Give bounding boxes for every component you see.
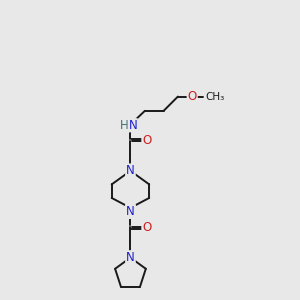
Text: O: O [188,90,197,103]
Text: N: N [126,205,135,218]
Text: N: N [126,164,135,177]
Text: O: O [142,220,152,234]
Text: CH₃: CH₃ [205,92,224,102]
Text: O: O [142,134,152,147]
Text: N: N [128,119,137,132]
Text: N: N [126,205,135,218]
Text: —: — [205,92,213,101]
Text: N: N [126,251,135,264]
Text: H: H [120,119,129,132]
